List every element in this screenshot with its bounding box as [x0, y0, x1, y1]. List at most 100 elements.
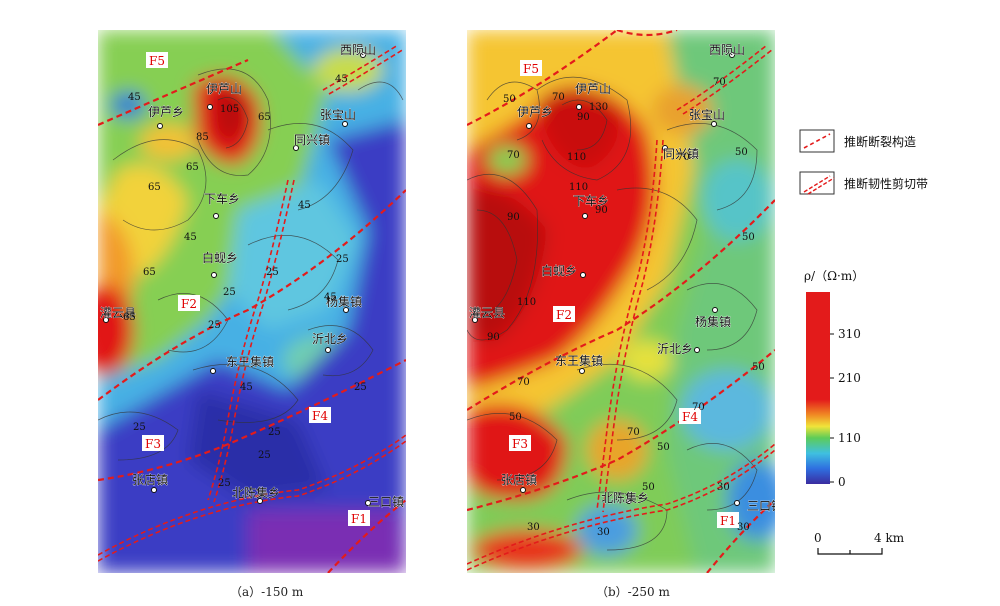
contour-label: 30 — [597, 527, 610, 538]
resistivity-map-b-canvas: 西陨山 张宝山 伊芦山 伊芦乡 同兴镇 下车乡 白蚬乡 灌云县 杨集镇 沂北乡 … — [467, 30, 775, 573]
contour-label: 25 — [268, 427, 281, 438]
contour-label: 70 — [692, 402, 705, 413]
contour-label: 110 — [517, 297, 536, 308]
place-label: 杨集镇 — [326, 294, 362, 309]
contour-label: 25 — [266, 267, 279, 278]
contour-label: 25 — [336, 254, 349, 265]
scale-bar — [817, 548, 883, 555]
contour-label: 45 — [240, 382, 253, 393]
resistivity-map-a-canvas: 西陨山 张宝山 伊芦山 伊芦乡 同兴镇 下车乡 白蚬乡 灌云县 杨集镇 沂北乡 … — [98, 30, 406, 573]
place-label: 沂北乡 — [657, 342, 693, 356]
fault-label: F2 — [556, 308, 572, 322]
colorbar-tick: 310 — [838, 327, 861, 341]
fault-label: F1 — [720, 514, 736, 528]
contour-label: 25 — [133, 422, 146, 433]
resistivity-map-a: 西陨山 张宝山 伊芦山 伊芦乡 同兴镇 下车乡 白蚬乡 灌云县 杨集镇 沂北乡 … — [98, 30, 406, 573]
contour-label: 65 — [186, 162, 199, 173]
place-label: 伊芦山 — [206, 82, 242, 96]
colorbar-title: ρ/（Ω·m） — [804, 269, 864, 283]
place-label: 张店镇 — [132, 473, 168, 487]
place-label: 同兴镇 — [294, 133, 330, 147]
contour-label: 85 — [196, 132, 209, 143]
contour-label: 45 — [335, 74, 348, 85]
place-label: 张店镇 — [501, 473, 537, 487]
contour-label: 50 — [752, 362, 765, 373]
contour-label: 90 — [507, 212, 520, 223]
contour-label: 50 — [642, 482, 655, 493]
contour-label: 110 — [569, 182, 588, 193]
place-label: 张宝山 — [689, 108, 725, 122]
contour-label: 45 — [128, 92, 141, 103]
scale-end: 4 km — [874, 531, 905, 545]
place-label: 三口镇 — [747, 499, 775, 513]
contour-label: 50 — [735, 147, 748, 158]
place-label: 北陈集乡 — [232, 485, 280, 500]
contour-label: 30 — [717, 482, 730, 493]
fault-label: F4 — [312, 409, 328, 423]
place-label: 伊芦山 — [575, 82, 611, 96]
place-label: 杨集镇 — [695, 314, 731, 329]
contour-label: 25 — [258, 450, 271, 461]
place-label: 沂北乡 — [312, 332, 348, 346]
contour-label: 105 — [220, 104, 239, 115]
place-label: 伊芦乡 — [517, 105, 553, 119]
caption-b: （b）-250 m — [596, 585, 670, 599]
contour-label: 70 — [677, 152, 690, 163]
fault-label: F5 — [523, 62, 539, 76]
colorbar-tick: 210 — [838, 371, 861, 385]
contour-label: 30 — [527, 522, 540, 533]
place-label: 西陨山 — [709, 43, 745, 57]
contour-label: 50 — [509, 412, 522, 423]
contour-label: 130 — [589, 102, 608, 113]
contour-label: 45 — [184, 232, 197, 243]
contour-label: 30 — [737, 522, 750, 533]
fault-label: F3 — [512, 437, 528, 451]
colorbar-tick: 110 — [838, 431, 861, 445]
contour-label: 65 — [143, 267, 156, 278]
contour-label: 25 — [218, 478, 231, 489]
place-label: 白蚬乡 — [541, 263, 577, 278]
fault-label: F1 — [351, 512, 367, 526]
contour-label: 90 — [577, 112, 590, 123]
fault-legend-label: 推断断裂构造 — [844, 134, 916, 149]
contour-label: 90 — [487, 332, 500, 343]
legend: 推断断裂构造 推断韧性剪切带 ρ/（Ω·m） 310 210 110 0 — [799, 129, 928, 555]
place-label: 白蚬乡 — [202, 250, 238, 265]
shear-zone-legend-icon — [799, 171, 835, 195]
contour-label: 70 — [552, 92, 565, 103]
contour-label: 25 — [208, 320, 221, 331]
caption-a: （a）-150 m — [230, 585, 304, 599]
scale-start: 0 — [814, 531, 822, 545]
place-label: 东王集镇 — [226, 354, 274, 369]
colorbar-tick: 0 — [838, 475, 846, 489]
place-label: 同兴镇 — [663, 147, 699, 161]
place-label: 三口镇 — [368, 495, 404, 509]
place-label: 下车乡 — [573, 193, 609, 208]
place-label: 东王集镇 — [555, 353, 603, 368]
place-label: 张宝山 — [320, 108, 356, 122]
contour-label: 65 — [123, 312, 136, 323]
place-label: 北陈集乡 — [601, 490, 649, 505]
contour-label: 65 — [148, 182, 161, 193]
contour-label: 70 — [517, 377, 530, 388]
contour-label: 70 — [627, 427, 640, 438]
shear-zone-legend-label: 推断韧性剪切带 — [844, 176, 928, 191]
contour-label: 25 — [354, 382, 367, 393]
place-label: 伊芦乡 — [148, 105, 184, 119]
fault-label: F2 — [181, 297, 197, 311]
contour-label: 65 — [258, 112, 271, 123]
fault-label: F3 — [145, 437, 161, 451]
resistivity-map-b: 西陨山 张宝山 伊芦山 伊芦乡 同兴镇 下车乡 白蚬乡 灌云县 杨集镇 沂北乡 … — [467, 30, 775, 573]
contour-label: 45 — [298, 200, 311, 211]
place-label: 西陨山 — [340, 43, 376, 57]
place-label: 下车乡 — [204, 191, 240, 206]
contour-label: 110 — [567, 152, 586, 163]
contour-label: 50 — [503, 94, 516, 105]
fault-legend-icon — [799, 129, 835, 153]
contour-label: 25 — [223, 287, 236, 298]
contour-label: 90 — [595, 205, 608, 216]
contour-label: 50 — [742, 232, 755, 243]
contour-label: 50 — [657, 442, 670, 453]
place-label: 灌云县 — [100, 306, 136, 320]
contour-label: 45 — [324, 292, 337, 303]
